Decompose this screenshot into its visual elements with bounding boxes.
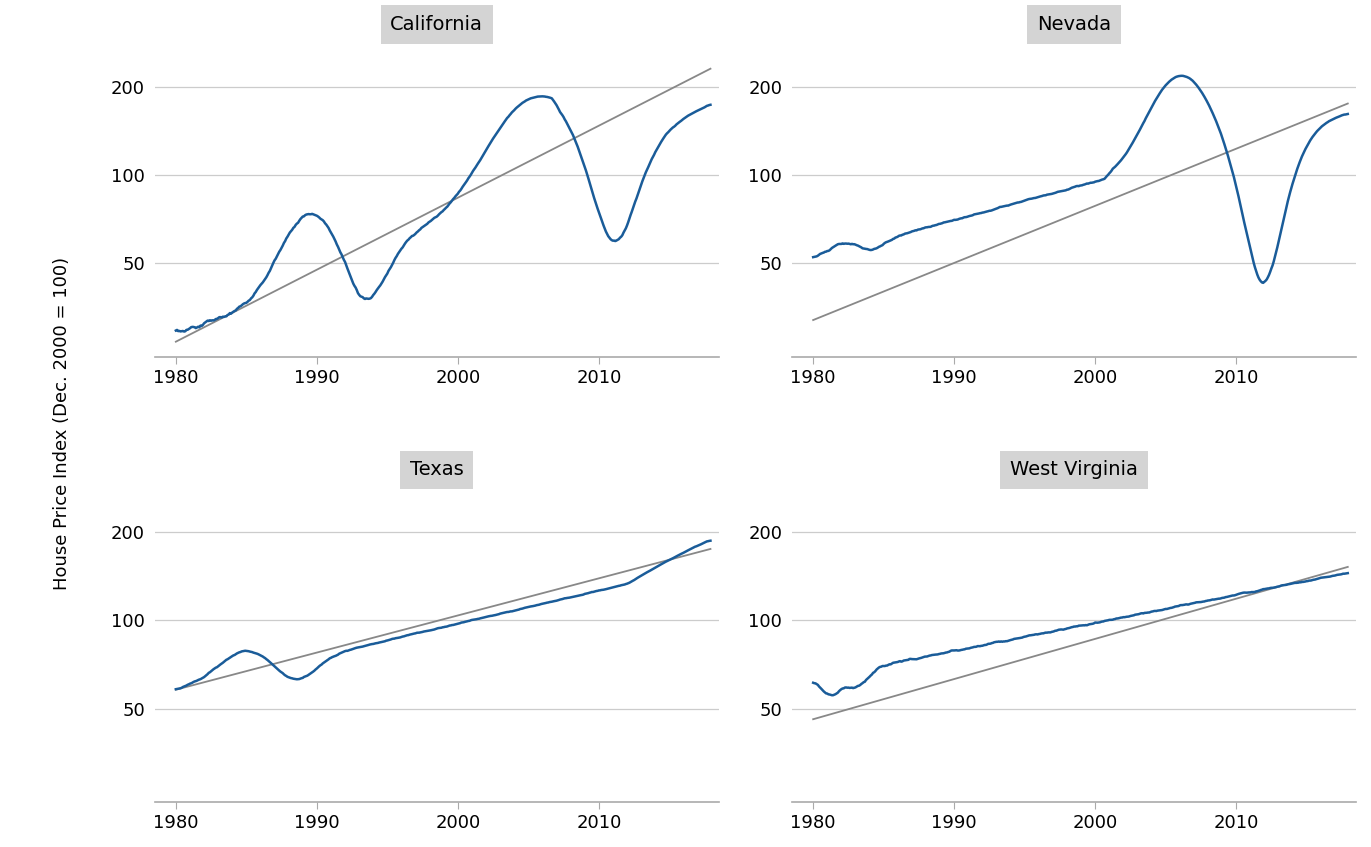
- Title: West Virginia: West Virginia: [1010, 461, 1138, 479]
- Text: House Price Index (Dec. 2000 = 100): House Price Index (Dec. 2000 = 100): [52, 257, 71, 590]
- Title: Texas: Texas: [410, 461, 463, 479]
- Title: California: California: [391, 15, 483, 34]
- Title: Nevada: Nevada: [1036, 15, 1111, 34]
